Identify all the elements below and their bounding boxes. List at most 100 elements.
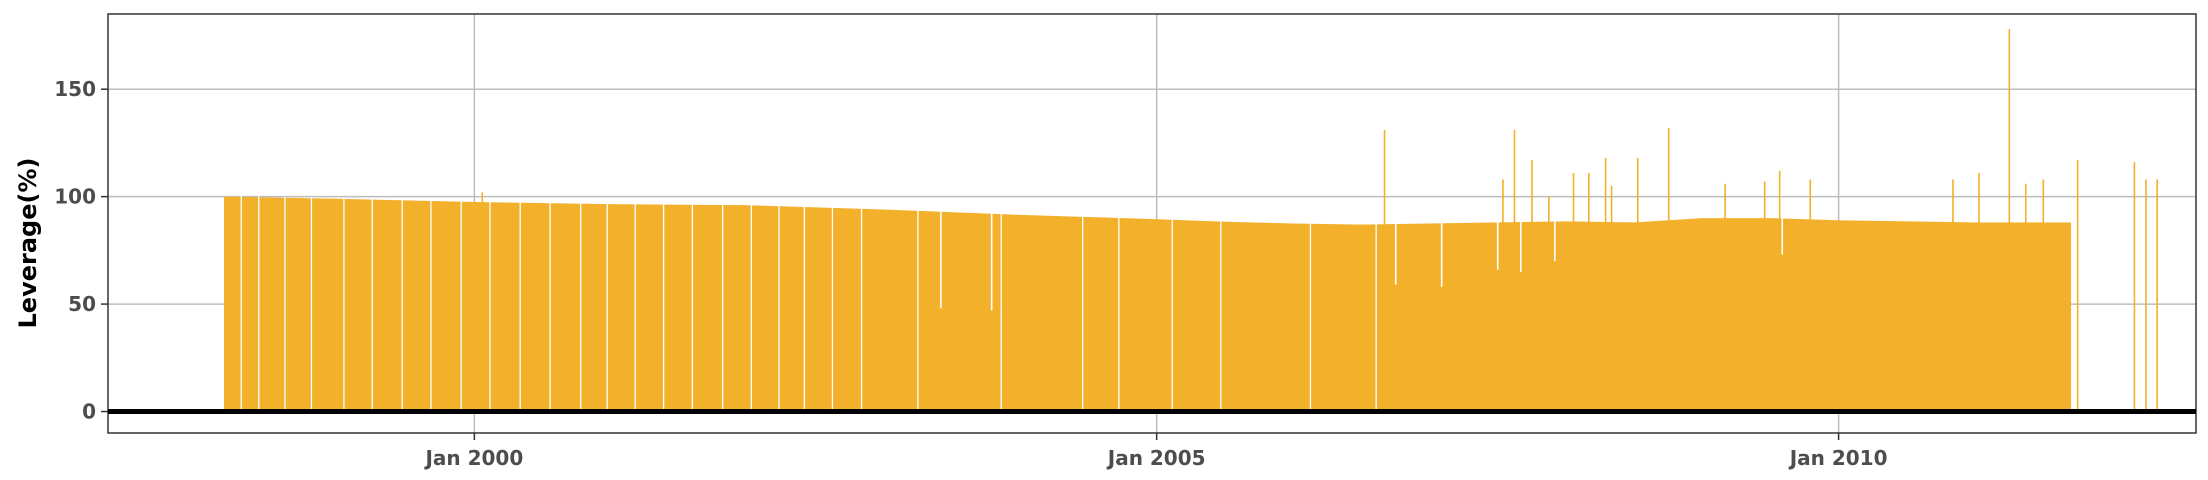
leverage-bar [1543,221,1545,412]
leverage-bar [1691,218,1693,412]
leverage-bar [771,205,773,412]
leverage-bar [483,202,485,412]
leverage-bar [1762,218,1764,412]
leverage-bar [1904,221,1906,412]
leverage-bar [266,197,268,412]
leverage-bar [1344,224,1346,412]
leverage-bar [1079,216,1081,412]
leverage-bar [1179,220,1181,412]
leverage-bar [561,203,563,412]
leverage-bar [392,200,394,412]
leverage-bar [1429,223,1431,412]
leverage-bar [1574,221,1576,412]
leverage-bar [1353,224,1355,412]
leverage-bar [2053,222,2055,412]
spike-bar [1604,157,1607,412]
leverage-bar [354,199,356,412]
leverage-bar [594,203,596,412]
leverage-bar [1173,219,1175,412]
leverage-bar [1293,223,1295,412]
dip-bar [1496,221,1499,270]
leverage-bar [1993,222,1995,412]
leverage-bar [286,197,288,412]
leverage-bar [323,198,325,412]
x-tick-label: Jan 2000 [423,446,523,470]
leverage-bar [1995,222,1997,412]
leverage-bar [1506,222,1508,412]
leverage-bar [1895,221,1897,412]
leverage-bar [850,208,852,412]
leverage-bar [781,206,783,412]
leverage-bar [605,204,607,412]
leverage-bar [2069,222,2071,412]
leverage-bar [1887,221,1889,412]
leverage-bar [1855,220,1857,412]
leverage-bar [1799,219,1801,412]
leverage-bar [1601,221,1603,412]
leverage-bar [1249,222,1251,412]
leverage-bar [419,200,421,412]
leverage-bar [979,213,981,412]
leverage-bar [325,198,327,412]
leverage-bar [1987,222,1989,412]
leverage-bar [257,197,259,412]
leverage-bar [729,205,731,412]
leverage-bar [1101,217,1103,412]
leverage-bar [306,198,308,412]
spike-bar [1548,196,1550,412]
leverage-bar [625,204,627,412]
leverage-bar [1879,220,1881,412]
leverage-bar [1966,222,1968,412]
leverage-bar [1520,222,1522,412]
leverage-bar [1738,218,1740,412]
leverage-bar [416,200,418,412]
leverage-bar [1837,220,1839,412]
leverage-bar [1701,218,1703,412]
leverage-bar [229,196,231,412]
leverage-bar [1428,223,1430,412]
leverage-bar [1319,223,1321,412]
leverage-bar [398,200,400,412]
leverage-bar [749,205,751,412]
leverage-bar [823,207,825,412]
leverage-bar [1186,220,1188,412]
leverage-bar [1977,222,1979,412]
leverage-bar [775,206,777,412]
leverage-bar [1053,215,1055,412]
leverage-bar [1296,223,1298,412]
leverage-bar [1325,224,1327,412]
leverage-bar [1857,220,1859,412]
leverage-bar [2061,222,2063,412]
leverage-bar [2006,222,2008,412]
leverage-bar [624,204,626,412]
leverage-bar [348,199,350,412]
leverage-bar [459,201,461,412]
leverage-bar [391,200,393,412]
leverage-bar [1865,220,1867,412]
leverage-bar [1057,216,1059,412]
leverage-bar [1917,221,1919,412]
leverage-bar [421,200,423,412]
leverage-bar [1258,222,1260,412]
leverage-bar [1055,216,1057,412]
leverage-bar [867,209,869,412]
leverage-bar [854,208,856,412]
leverage-bar [1303,223,1305,412]
leverage-bar [1275,223,1277,412]
leverage-bar [414,200,416,412]
leverage-bar [522,202,524,412]
leverage-bar [1804,219,1806,412]
spike-bar [1588,173,1590,412]
leverage-bar [892,209,894,412]
leverage-bar [1982,222,1984,412]
leverage-bar [1076,216,1078,412]
leverage-bar [974,213,976,412]
leverage-bar [1031,215,1033,412]
leverage-bar [1474,222,1476,412]
leverage-bar [1688,219,1690,412]
leverage-bar [1397,224,1399,412]
leverage-bar [465,201,467,412]
leverage-bar [1661,220,1663,412]
leverage-bar [772,206,774,412]
leverage-bar [1419,223,1421,412]
